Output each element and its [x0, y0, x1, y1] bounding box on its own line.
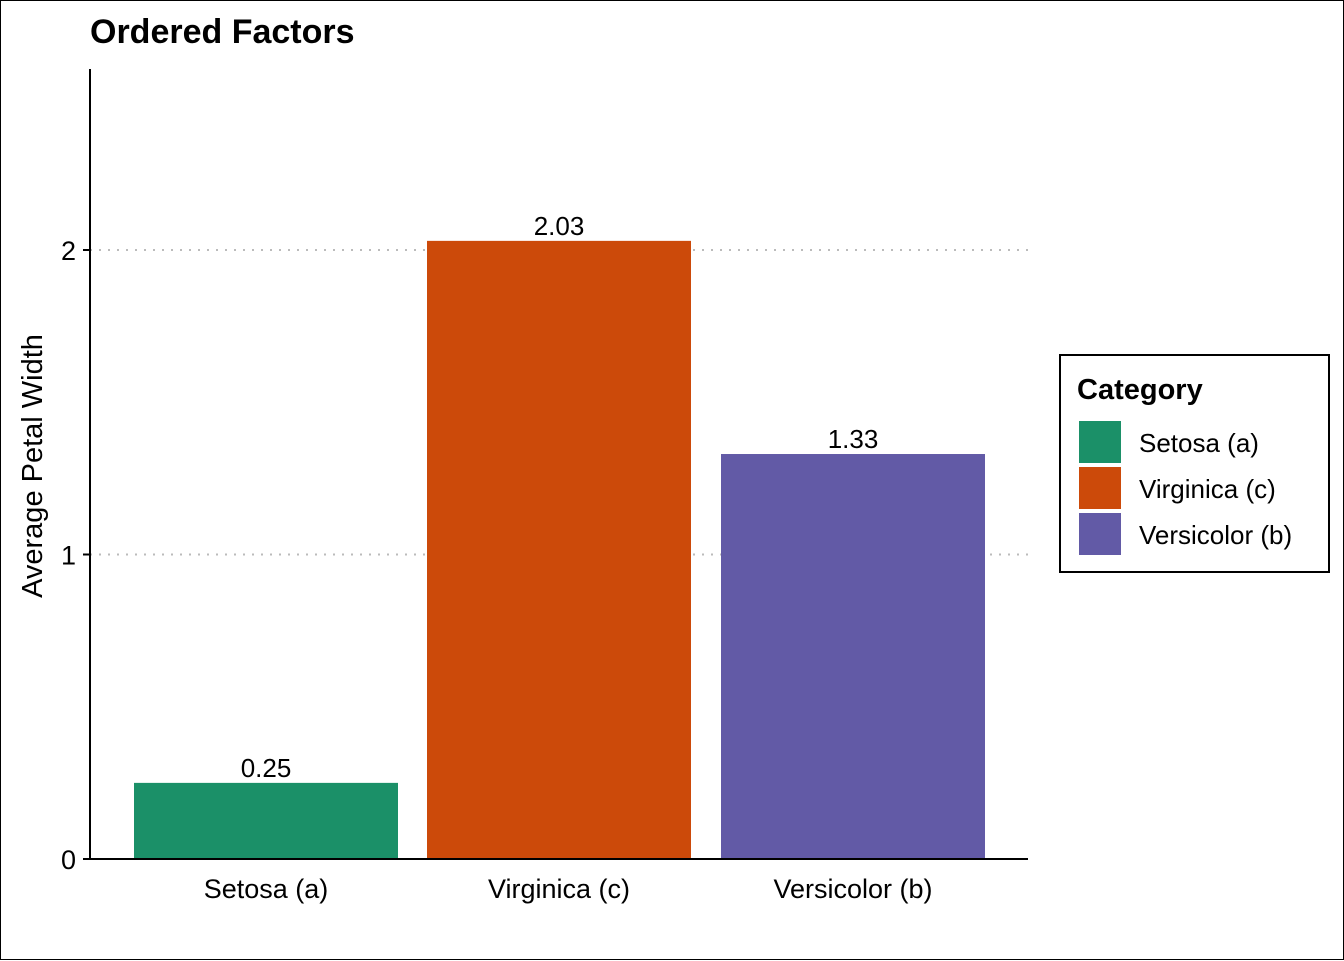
- bar-2: [427, 240, 691, 860]
- x-tick-label-2: Virginica (c): [488, 874, 630, 904]
- legend: Category Setosa (a) Virginica (c) Versicol…: [1059, 354, 1330, 573]
- y-axis-title: Average Petal Width: [17, 334, 49, 598]
- x-tick-label-1: Setosa (a): [204, 874, 329, 904]
- y-tick-label-0: 0: [61, 845, 76, 875]
- bars: [134, 240, 985, 860]
- y-tick-labels: 0 1 2: [61, 236, 76, 875]
- legend-swatch-1: [1079, 421, 1121, 463]
- legend-swatch-3: [1079, 513, 1121, 555]
- data-label-3: 1.33: [828, 424, 879, 454]
- bar-1: [134, 782, 398, 859]
- axes: [83, 69, 1028, 860]
- data-labels: 0.25 2.03 1.33: [241, 211, 879, 783]
- y-tick-label-1: 1: [61, 541, 76, 571]
- legend-label-3: Versicolor (b): [1139, 520, 1292, 550]
- chart-title: Ordered Factors: [90, 13, 355, 51]
- legend-label-2: Virginica (c): [1139, 474, 1276, 504]
- legend-title: Category: [1077, 374, 1203, 406]
- bar-3: [721, 454, 985, 859]
- data-label-2: 2.03: [534, 211, 585, 241]
- legend-swatch-2: [1079, 467, 1121, 509]
- x-tick-label-3: Versicolor (b): [773, 874, 932, 904]
- y-tick-label-2: 2: [61, 236, 76, 266]
- data-label-1: 0.25: [241, 753, 292, 783]
- x-tick-labels: Setosa (a) Virginica (c) Versicolor (b): [204, 874, 933, 904]
- legend-label-1: Setosa (a): [1139, 428, 1259, 458]
